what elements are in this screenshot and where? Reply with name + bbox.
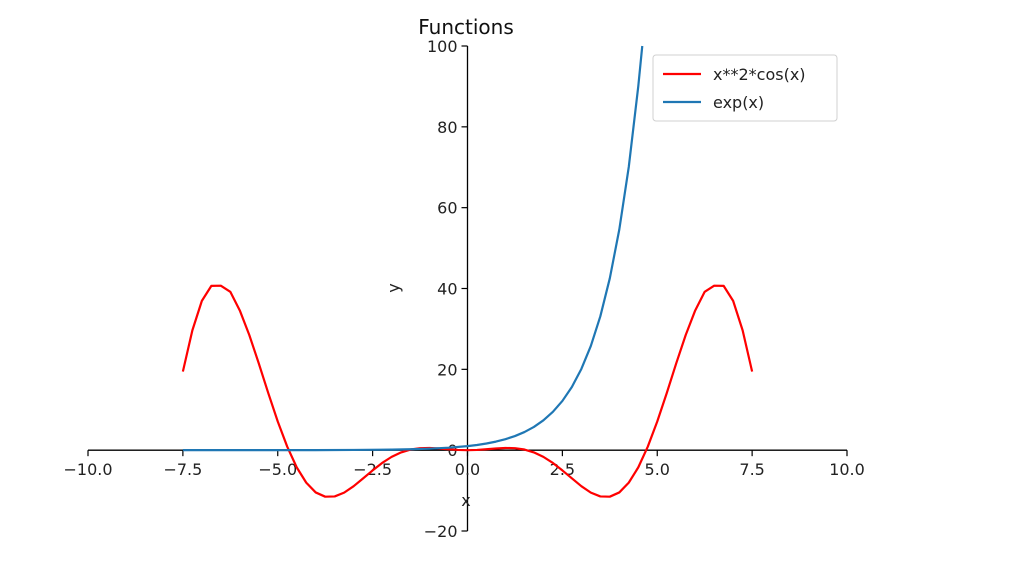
x-tick-label: 0.0 xyxy=(455,460,480,479)
legend-box xyxy=(652,54,838,122)
y-tick-label: 80 xyxy=(437,118,457,137)
x-axis-label: x xyxy=(461,491,470,510)
y-tick-label: −20 xyxy=(424,522,458,541)
y-tick-label: 40 xyxy=(437,280,457,299)
legend-entry-exp: exp(x) xyxy=(713,93,764,112)
series-line-x2cos xyxy=(181,284,754,498)
y-tick-label: 100 xyxy=(427,37,458,56)
y-tick-label: 20 xyxy=(437,360,457,379)
x-tick-label: 7.5 xyxy=(739,460,764,479)
x-tick-label: −10.0 xyxy=(63,460,112,479)
y-axis-label: y xyxy=(384,283,403,292)
series-line-exp xyxy=(182,45,644,452)
chart-title: Functions xyxy=(418,15,514,39)
x-tick-label: 10.0 xyxy=(829,460,865,479)
y-tick-label: 60 xyxy=(437,199,457,218)
series-group xyxy=(181,45,754,498)
legend: x**2*cos(x) exp(x) xyxy=(652,54,838,122)
y-tick-label: 0 xyxy=(447,441,457,460)
legend-entry-x2cos: x**2*cos(x) xyxy=(713,65,806,84)
x-tick-label: −7.5 xyxy=(163,460,202,479)
x-tick-label: −5.0 xyxy=(258,460,297,479)
x-tick-label: 5.0 xyxy=(645,460,670,479)
